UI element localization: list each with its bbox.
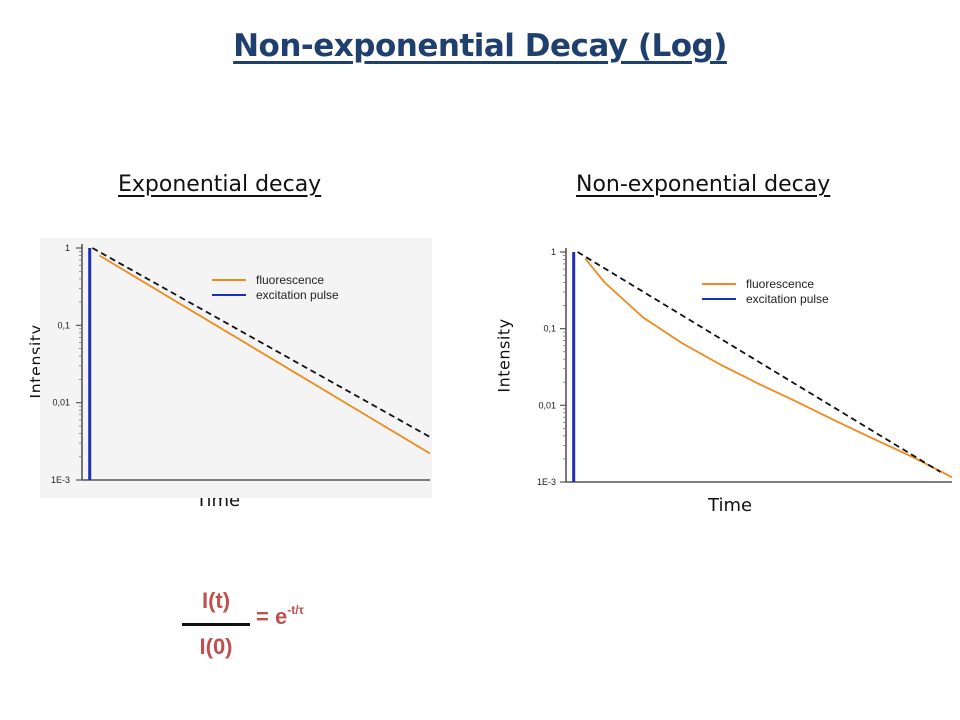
formula-rhs: = e-t/τ <box>256 602 304 630</box>
slide-title: Non-exponential Decay (Log) <box>233 28 727 64</box>
panel-title-exponential: Exponential decay <box>118 172 322 197</box>
legend-label: fluorescence <box>746 277 814 291</box>
y-tick-label: 1E-3 <box>537 477 556 487</box>
series-fluorescence <box>584 258 953 479</box>
y-tick-label: 1 <box>551 247 556 257</box>
formula-rhs-exponent: -t/τ <box>287 602 304 617</box>
y-tick-label: 1E-3 <box>51 475 70 485</box>
decay-formula: I(t) I(0) = e-t/τ <box>176 588 376 668</box>
formula-denominator: I(0) <box>199 634 233 659</box>
dashed-reference-line <box>577 251 941 473</box>
y-tick-label: 0,01 <box>52 398 70 408</box>
dashed-reference-line <box>91 247 431 438</box>
y-tick-label: 0,01 <box>538 400 556 410</box>
y-axis-label-right: Intensity <box>494 318 514 393</box>
y-tick-label: 0,1 <box>57 320 70 330</box>
series-fluorescence <box>98 254 431 455</box>
formula-numerator: I(t) <box>201 588 231 613</box>
formula-rhs-base: = e <box>256 604 288 629</box>
legend-label: fluorescence <box>256 273 324 287</box>
x-axis-label-right: Time <box>708 495 753 516</box>
legend-label: excitation pulse <box>256 288 339 302</box>
legend-label: excitation pulse <box>746 292 829 306</box>
y-tick-label: 1 <box>65 243 70 253</box>
plot-background <box>40 238 432 498</box>
y-tick-label: 0,1 <box>543 324 556 334</box>
formula-fraction-bar <box>182 623 250 626</box>
panel-title-non-exponential: Non-exponential decay <box>576 172 831 197</box>
